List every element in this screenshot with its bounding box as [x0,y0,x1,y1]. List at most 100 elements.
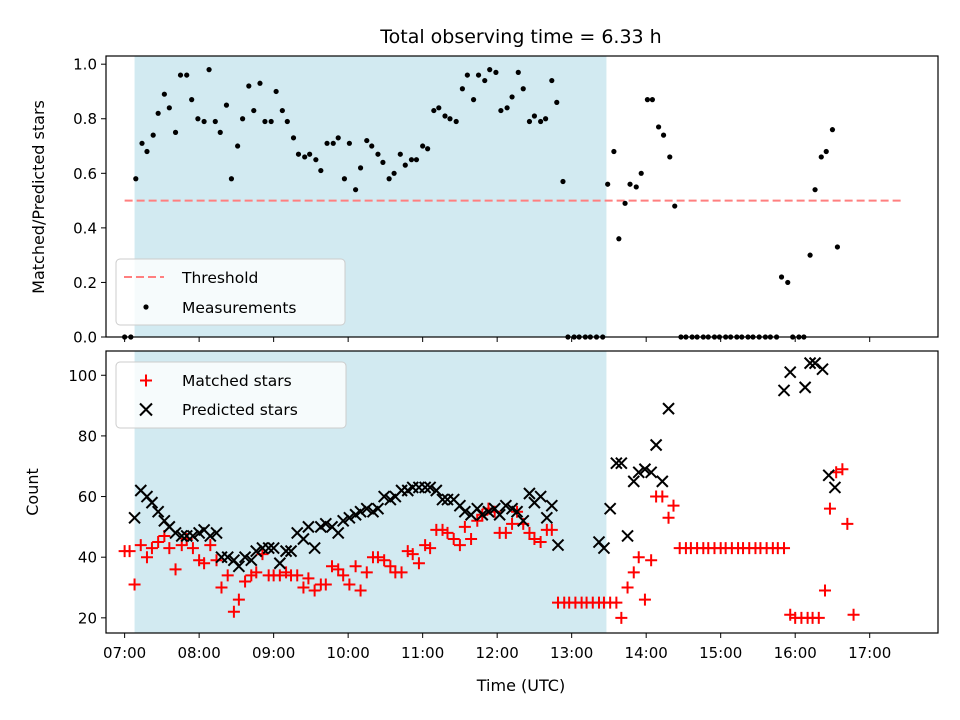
measurement-point [391,170,397,176]
legend-measurements-label: Measurements [182,299,297,317]
matched-star-point [453,539,466,552]
matched-star-point [326,560,339,573]
time-x-tick-label: 13:00 [550,644,593,662]
predicted-star-point [360,502,373,515]
measurement-point [475,72,482,78]
measurement-point [155,110,161,116]
measurement-point [195,116,201,122]
legend-measurements-swatch [143,304,149,310]
legend-matched-label: Matched stars [182,372,292,390]
predicted-star-point [332,526,345,540]
time-x-tick-label: 08:00 [178,644,221,662]
measurement-point [139,140,145,146]
count-y-axis-ticks: 20 40 60 80 100 [68,367,106,627]
predicted-star-point [803,356,817,370]
predicted-star-point [151,505,165,518]
ratio-panel: 0.0 0.2 0.4 0.6 0.8 1.0 Total observing time … [29,26,939,347]
measurement-point [324,140,330,146]
measurement-point [335,135,341,141]
matched-star-point [123,545,136,558]
matched-star-point [424,542,437,555]
measurement-point [447,116,453,122]
matched-star-point [215,581,228,594]
matched-star-point [818,584,831,597]
matched-star-point [134,539,147,552]
measurement-point [302,154,308,160]
matched-star-point [841,517,854,530]
measurement-point [436,105,442,111]
measurement-point [150,132,156,138]
predicted-star-point [262,541,275,555]
predicted-star-point [418,481,432,494]
measurement-point [420,143,426,149]
measurement-points [122,67,841,340]
time-x-tick-label: 11:00 [401,644,444,662]
predicted-star-point [377,490,391,503]
measurement-point [353,187,359,193]
predicted-star-point [423,481,437,494]
matched-star-point [198,557,211,570]
measurement-point [560,178,566,185]
predicted-star-point [273,557,287,570]
matched-star-point [210,554,223,567]
measurement-point [807,252,813,258]
matched-star-point [632,551,645,564]
matched-star-point [465,533,478,545]
measurement-point [459,86,465,92]
measurement-point [622,200,628,206]
matched-star-point [145,542,158,555]
measurement-point [667,154,673,160]
predicted-star-point [279,544,293,558]
measurement-point [834,244,841,250]
measurement-point [223,102,230,108]
count-panel-frame [105,350,939,634]
chart-title: Total observing time = 6.33 h [379,26,661,48]
measurement-point [611,148,617,155]
matched-star-point [343,578,356,591]
predicted-star-point [476,508,489,521]
predicted-star-point [238,550,252,564]
matched-star-point [152,536,165,549]
matched-star-point [128,578,141,591]
count-legend-box [115,361,347,429]
measurement-point [638,170,644,176]
measurement-point [672,203,678,209]
matched-star-point [534,536,547,549]
measurement-point [431,107,437,114]
measurement-point [542,116,549,122]
predicted-star-point [436,493,449,506]
measurement-point [649,97,655,103]
matched-star-point [308,584,321,597]
measurement-point [413,157,420,163]
measurement-point [487,67,493,73]
matched-star-point [823,502,836,515]
predicted-star-points [128,356,842,573]
ratio-y-tick-label: 0.8 [73,110,97,128]
measurement-point [470,97,477,103]
matched-star-point [319,578,332,591]
measurement-point [357,165,364,171]
matched-star-point [371,551,384,564]
matched-star-point [528,533,541,545]
matched-star-point [232,593,245,606]
ratio-y-tick-label: 0.0 [73,329,97,347]
measurement-point [251,107,257,114]
measurement-point [341,176,348,182]
matched-star-point [384,560,397,573]
measurement-point [554,99,560,105]
matched-star-point [140,551,153,564]
time-x-axis-label: Time (UTC) [476,676,565,695]
measurement-point [633,184,639,190]
measurement-point [307,151,313,157]
measurement-point [504,105,510,111]
measurement-point [655,124,662,130]
measurement-point [402,162,408,168]
ratio-y-tick-label: 0.4 [73,219,97,237]
predicted-star-point [297,532,310,546]
measurement-point [295,151,302,157]
predicted-star-point [597,541,611,555]
matched-star-point [610,596,623,609]
matched-star-point [615,611,628,624]
measurement-point [408,157,415,163]
measurement-point [425,146,431,152]
